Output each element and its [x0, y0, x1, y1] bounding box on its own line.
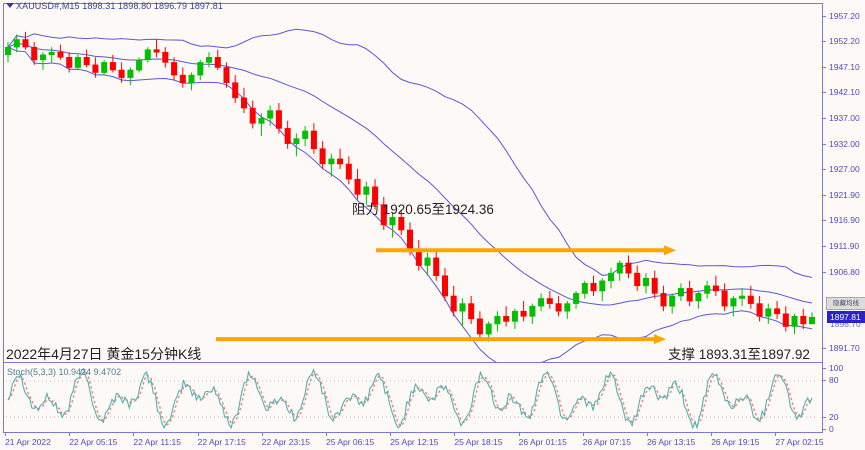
frame-top	[3, 3, 823, 4]
frame-bottom	[3, 432, 823, 433]
price-axis-tick: 1906.80	[823, 267, 860, 277]
price-axis-tick: 1947.10	[823, 62, 860, 72]
price-axis-tick: 1937.00	[823, 113, 860, 123]
stochastic-indicator-pane[interactable]	[4, 365, 822, 432]
bid-price-label: 1896.70	[830, 318, 861, 329]
price-axis-tick: 1957.20	[823, 11, 860, 21]
time-axis[interactable]: 21 Apr 2022 22 Apr 05:15 22 Apr 11:15 22 Ap…	[0, 433, 865, 450]
hide-ma-tooltip: 隐藏均线	[826, 297, 865, 311]
date-annotation: 2022年4月27日 黄金15分钟K线	[6, 346, 202, 362]
frame-pane-split	[3, 362, 823, 363]
time-axis-tick: 27 Apr 02:15	[775, 433, 824, 447]
resistance-annotation: 阻力 1920.65至1924.36	[352, 202, 494, 217]
time-axis-tick: 26 Apr 19:15	[711, 433, 760, 447]
stochastic-axis-tick: 20	[823, 412, 838, 422]
time-axis-tick: 26 Apr 13:15	[647, 433, 696, 447]
time-axis-tick: 22 Apr 17:15	[197, 433, 246, 447]
bollinger-upper-band	[7, 28, 813, 278]
frame-left	[3, 3, 4, 433]
time-axis-tick: 25 Apr 18:15	[454, 433, 503, 447]
price-chart-pane[interactable]	[4, 4, 822, 362]
price-axis-tick: 1932.00	[823, 139, 860, 149]
frame-right	[822, 3, 823, 433]
stoch-d-line	[7, 371, 813, 427]
price-axis-tick: 1916.90	[823, 215, 860, 225]
stochastic-axis-tick: 80	[823, 375, 838, 385]
time-axis-tick: 21 Apr 2022	[5, 433, 51, 447]
price-axis-tick: 1942.10	[823, 87, 860, 97]
price-axis-tick: 1891.70	[823, 343, 860, 353]
resistance-level-line	[376, 245, 676, 256]
symbol-quote-text: XAUUSD#,M15 1898.31 1898.80 1896.79 1897…	[16, 1, 223, 11]
time-axis-tick: 25 Apr 12:15	[390, 433, 439, 447]
price-axis-tick: 1911.90	[823, 241, 859, 251]
price-axis-tick: 1952.20	[823, 36, 860, 46]
stochastic-axis-tick: 0	[823, 424, 834, 434]
time-axis-tick: 22 Apr 11:15	[133, 433, 181, 447]
stochastic-canvas	[6, 367, 818, 430]
time-axis-tick: 22 Apr 05:15	[69, 433, 118, 447]
price-axis-tick: 1921.90	[823, 190, 860, 200]
triangle-down-icon	[6, 3, 14, 8]
time-axis-tick: 22 Apr 23:15	[261, 433, 311, 447]
price-chart-canvas	[4, 28, 815, 362]
symbol-quote-header: XAUUSD#,M15 1898.31 1898.80 1896.79 1897…	[6, 1, 223, 11]
price-axis[interactable]: 隐藏均线 1896.70 1897.81 1957.20 1952.20 1947.…	[823, 0, 865, 435]
time-axis-tick: 25 Apr 06:15	[326, 433, 375, 447]
support-level-line	[216, 334, 666, 345]
stochastic-axis-tick: 100	[823, 363, 843, 373]
candlestick-series	[4, 31, 815, 342]
time-axis-tick: 26 Apr 07:15	[582, 433, 632, 447]
current-price-tag: 1897.81	[827, 311, 865, 324]
stochastic-label: Stoch(5,3,3) 10.9424 9.4702	[7, 367, 122, 377]
price-axis-tick: 1927.00	[823, 164, 860, 174]
time-axis-tick: 26 Apr 01:15	[518, 433, 567, 447]
stoch-k-line	[7, 367, 813, 430]
support-annotation: 支撑 1893.31至1897.92	[668, 347, 810, 362]
